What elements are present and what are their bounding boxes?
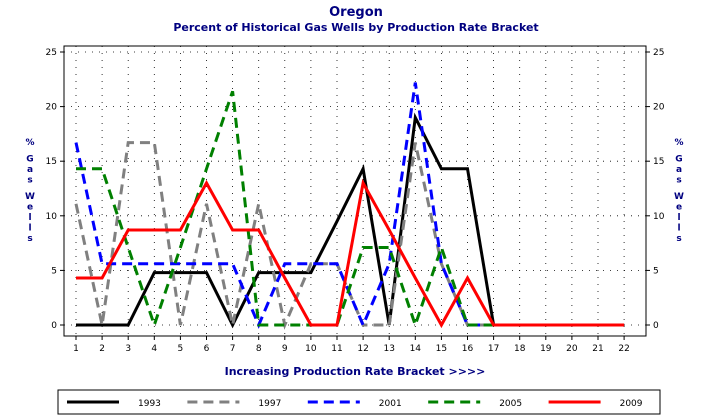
y-axis-label-char: l xyxy=(677,223,680,233)
legend-label-1997: 1997 xyxy=(258,399,281,409)
y-axis-label-char: l xyxy=(677,213,680,223)
y-tick-label-right: 20 xyxy=(653,103,665,113)
y-tick-label-left: 20 xyxy=(46,103,58,113)
chart-title: Oregon xyxy=(329,5,383,20)
axis-ticks: 1 2 3 4 5 6 7 8 9 10 11 12 13 14 15 16 17 18 19 20 21 220 05 51… xyxy=(46,48,665,354)
y-axis-label-char: l xyxy=(28,213,31,223)
series-line-1997 xyxy=(74,141,625,330)
x-tick-label: 15 xyxy=(436,344,447,354)
x-tick-label: 14 xyxy=(410,344,422,354)
x-tick-label: 18 xyxy=(514,344,526,354)
legend-label-2009: 2009 xyxy=(620,399,643,409)
x-tick-label: 2 xyxy=(99,344,105,354)
y-axis-label-char: a xyxy=(27,165,33,175)
x-tick-label: 11 xyxy=(331,344,342,354)
x-tick-label: 19 xyxy=(540,344,552,354)
y-axis-label-char: s xyxy=(676,175,681,185)
x-tick-label: 9 xyxy=(282,344,288,354)
y-tick-label-right: 15 xyxy=(653,157,664,167)
x-tick-label: 13 xyxy=(383,344,394,354)
y-axis-label-char: % xyxy=(25,138,34,148)
y-axis-label-char: a xyxy=(676,165,682,175)
legend-label-2001: 2001 xyxy=(379,399,402,409)
series-line-2009 xyxy=(76,178,625,329)
x-tick-label: 22 xyxy=(618,344,629,354)
plot-frame xyxy=(63,45,647,337)
x-tick-label: 12 xyxy=(357,344,368,354)
y-axis-label-char: s xyxy=(676,234,681,244)
x-tick-label: 20 xyxy=(566,344,578,354)
x-tick-label: 8 xyxy=(256,344,262,354)
y-axis-label-char: % xyxy=(674,138,683,148)
y-tick-label-right: 25 xyxy=(653,48,664,58)
chart-subtitle: Percent of Historical Gas Wells by Produ… xyxy=(173,21,538,34)
y-axis-label-char: s xyxy=(27,234,32,244)
grid xyxy=(64,46,646,336)
x-tick-label: 16 xyxy=(462,344,474,354)
y-tick-label-right: 5 xyxy=(653,266,659,276)
x-tick-label: 1 xyxy=(73,344,79,354)
y-axis-label-char: e xyxy=(27,202,33,212)
y-axis-label-char: W xyxy=(674,192,684,202)
y-tick-label-right: 0 xyxy=(653,321,659,331)
y-tick-label-right: 10 xyxy=(653,212,665,222)
legend: 1993 1997 2001 2005 2009 xyxy=(57,389,661,415)
y-tick-label-left: 5 xyxy=(51,266,57,276)
legend-label-1993: 1993 xyxy=(138,399,161,409)
y-axis-label-char: s xyxy=(27,175,32,185)
series-line-2001 xyxy=(74,82,625,329)
x-tick-label: 5 xyxy=(178,344,184,354)
x-tick-label: 3 xyxy=(125,344,131,354)
x-tick-label: 7 xyxy=(230,344,236,354)
x-tick-label: 21 xyxy=(592,344,603,354)
y-axis-label-char: W xyxy=(25,192,35,202)
y-tick-label-left: 15 xyxy=(46,157,57,167)
x-tick-label: 4 xyxy=(151,344,157,354)
y-axis-label-char: l xyxy=(28,223,31,233)
x-tick-label: 10 xyxy=(305,344,317,354)
y-tick-label-left: 0 xyxy=(51,321,57,331)
x-axis-label: Increasing Production Rate Bracket >>>> xyxy=(225,365,486,378)
y-tick-label-left: 10 xyxy=(46,212,58,222)
series-group xyxy=(74,82,625,330)
x-tick-label: 6 xyxy=(204,344,210,354)
legend-label-2005: 2005 xyxy=(499,399,522,409)
series-line-2005 xyxy=(76,90,625,330)
x-tick-label: 17 xyxy=(488,344,499,354)
y-axis-label-char: G xyxy=(675,154,682,164)
y-tick-label-left: 25 xyxy=(46,48,57,58)
y-axis-label-char: e xyxy=(676,202,682,212)
y-axis-label-char: G xyxy=(26,154,33,164)
